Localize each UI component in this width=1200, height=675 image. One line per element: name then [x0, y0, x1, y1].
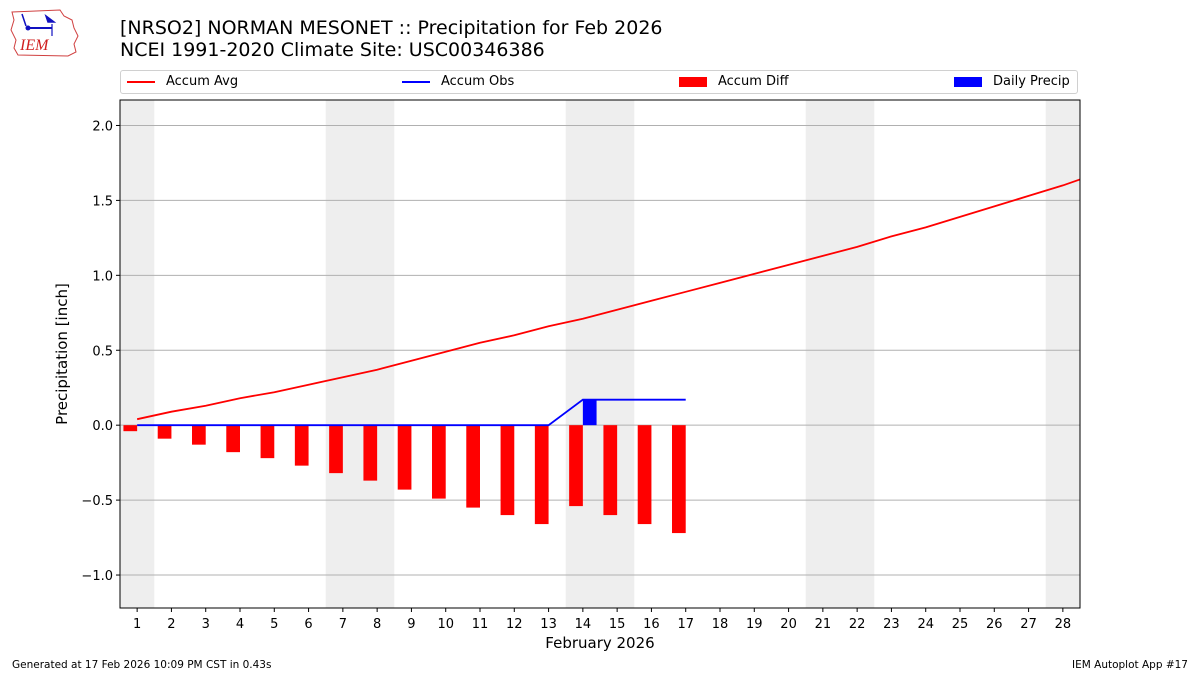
x-tick-label: 11	[472, 617, 489, 632]
blue-line-swatch-icon	[402, 80, 430, 83]
accum-diff-bar	[534, 425, 549, 525]
y-tick-label: 0.0	[92, 419, 113, 434]
x-tick-label: 19	[746, 617, 763, 632]
legend-item-daily-precip: Daily Precip	[954, 74, 1070, 89]
generated-timestamp: Generated at 17 Feb 2026 10:09 PM CST in…	[12, 659, 272, 671]
iem-logo: IEM	[10, 9, 79, 57]
x-tick-label: 18	[712, 617, 729, 632]
weekend-shade	[1045, 100, 1080, 608]
x-tick-label: 20	[780, 617, 797, 632]
x-tick-label: 27	[1020, 617, 1037, 632]
x-tick-label: 21	[815, 617, 832, 632]
accum-obs-line	[137, 398, 686, 427]
x-tick-label: 28	[1055, 617, 1072, 632]
daily-precip-bar	[582, 399, 597, 426]
accum-diff-bar	[260, 425, 275, 459]
x-tick-label: 15	[609, 617, 626, 632]
x-tick-label: 24	[917, 617, 934, 632]
app-credit: IEM Autoplot App #17	[1072, 659, 1188, 671]
weekend-shade	[325, 100, 395, 608]
x-tick-label: 5	[270, 617, 278, 632]
x-tick-label: 22	[849, 617, 866, 632]
x-tick-label: 16	[643, 617, 660, 632]
x-tick-label: 3	[202, 617, 210, 632]
x-tick-label: 26	[986, 617, 1003, 632]
accum-diff-bar	[123, 425, 138, 432]
x-tick-label: 9	[407, 617, 415, 632]
chart-title: [NRSO2] NORMAN MESONET :: Precipitation …	[120, 17, 663, 61]
red-line-swatch-icon	[127, 80, 155, 83]
x-tick-label: 25	[952, 617, 969, 632]
svg-text:IEM: IEM	[19, 37, 50, 54]
weekend-shade	[120, 100, 155, 608]
legend-item-accum-diff: Accum Diff	[679, 74, 789, 89]
x-tick-label: 17	[677, 617, 694, 632]
accum-diff-bar	[500, 425, 515, 516]
x-tick-label: 6	[304, 617, 312, 632]
legend-item-accum-obs: Accum Obs	[402, 74, 514, 89]
red-patch-swatch-icon	[679, 76, 707, 87]
x-tick-label: 13	[540, 617, 557, 632]
x-tick-label: 8	[373, 617, 381, 632]
accum-diff-bar	[397, 425, 412, 490]
x-tick-label: 14	[575, 617, 592, 632]
accum-diff-bar	[432, 425, 446, 499]
x-tick-label: 1	[133, 617, 141, 632]
x-tick-label: 10	[437, 617, 454, 632]
accum-avg-line	[136, 178, 1081, 421]
accum-diff-bar	[603, 425, 618, 516]
accum-diff-bar	[157, 425, 172, 439]
x-axis-label: February 2026	[545, 634, 655, 652]
weekend-shade	[805, 100, 875, 608]
accum-diff-bar	[569, 425, 583, 507]
accum-diff-bar	[466, 425, 480, 508]
weekend-shade	[565, 100, 635, 608]
y-tick-label: −0.5	[81, 494, 113, 509]
x-tick-label: 23	[883, 617, 900, 632]
accum-diff-bar	[672, 425, 686, 534]
title-line-1: [NRSO2] NORMAN MESONET :: Precipitation …	[120, 17, 663, 39]
y-tick-label: 1.5	[92, 194, 113, 209]
accum-diff-bar	[329, 425, 343, 474]
accum-diff-bar	[226, 425, 240, 453]
y-tick-label: 0.5	[92, 344, 113, 359]
x-tick-label: 2	[167, 617, 175, 632]
x-tick-label: 12	[506, 617, 523, 632]
title-line-2: NCEI 1991-2020 Climate Site: USC00346386	[120, 39, 545, 61]
accum-diff-bar	[363, 425, 378, 481]
legend: Accum Avg Accum Obs Accum Diff Daily Pre…	[120, 70, 1078, 94]
y-tick-label: 2.0	[92, 119, 113, 134]
blue-patch-swatch-icon	[954, 76, 982, 87]
y-tick-label: −1.0	[81, 569, 113, 584]
accum-diff-bar	[294, 425, 309, 466]
x-tick-label: 7	[339, 617, 347, 632]
y-tick-label: 1.0	[92, 269, 113, 284]
legend-item-accum-avg: Accum Avg	[127, 74, 238, 89]
x-tick-label: 4	[236, 617, 244, 632]
y-axis-label: Precipitation [inch]	[53, 283, 71, 425]
accum-diff-bar	[637, 425, 652, 525]
plot-frame	[119, 99, 1081, 609]
accum-diff-bar	[192, 425, 206, 445]
